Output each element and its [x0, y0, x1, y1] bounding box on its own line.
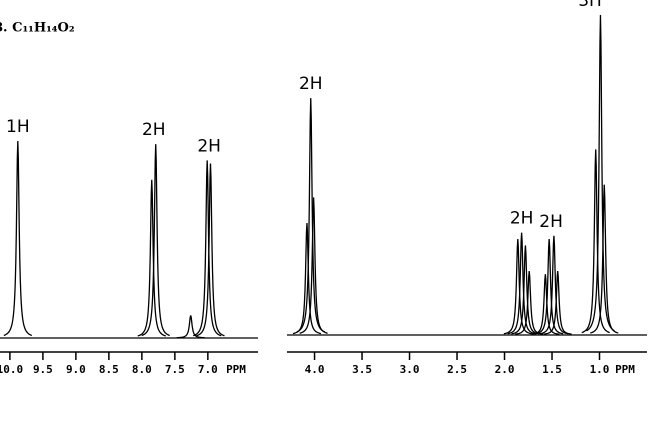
peak — [535, 238, 564, 335]
peak — [141, 144, 170, 337]
integration-label: 1H — [6, 117, 30, 137]
x-tick-label: 3.5 — [352, 363, 372, 376]
peak — [590, 184, 619, 334]
peak — [137, 179, 166, 337]
integration-label: 2H — [197, 136, 221, 156]
x-tick-label: 7.5 — [165, 363, 185, 376]
peak — [176, 315, 205, 339]
x-tick-label: 4.0 — [305, 363, 325, 376]
peak — [196, 163, 225, 337]
x-tick-label: 1.5 — [542, 363, 562, 376]
integration-label: 2H — [299, 74, 323, 94]
x-tick-label: 2.5 — [447, 363, 467, 376]
peak — [511, 245, 540, 335]
peak — [503, 238, 532, 335]
peak — [192, 160, 222, 337]
peak — [586, 14, 615, 332]
integration-label: 2H — [539, 212, 563, 232]
x-tick-label: 3.0 — [400, 363, 420, 376]
chart-title: 8. C₁₁H₁₄O₂ — [0, 21, 75, 36]
x-tick-label: 8.5 — [99, 363, 119, 376]
peak — [581, 149, 610, 334]
integration-label: 3H — [578, 0, 602, 11]
x-axis-label: PPM — [226, 363, 246, 376]
x-tick-label: 10.0 — [0, 363, 23, 376]
x-tick-label: 2.0 — [495, 363, 515, 376]
x-tick-label: 7.0 — [198, 363, 218, 376]
x-axis-label: PPM — [615, 363, 635, 376]
x-tick-label: 9.0 — [66, 363, 86, 376]
peak — [3, 140, 33, 337]
peak — [539, 235, 569, 335]
x-tick-label: 9.5 — [33, 363, 53, 376]
x-tick-label: 1.0 — [590, 363, 610, 376]
peak — [507, 232, 536, 335]
peak — [543, 270, 572, 335]
x-tick-label: 8.0 — [132, 363, 152, 376]
integration-label: 2H — [142, 120, 166, 140]
peak — [299, 197, 328, 334]
integration-label: 2H — [510, 209, 534, 229]
